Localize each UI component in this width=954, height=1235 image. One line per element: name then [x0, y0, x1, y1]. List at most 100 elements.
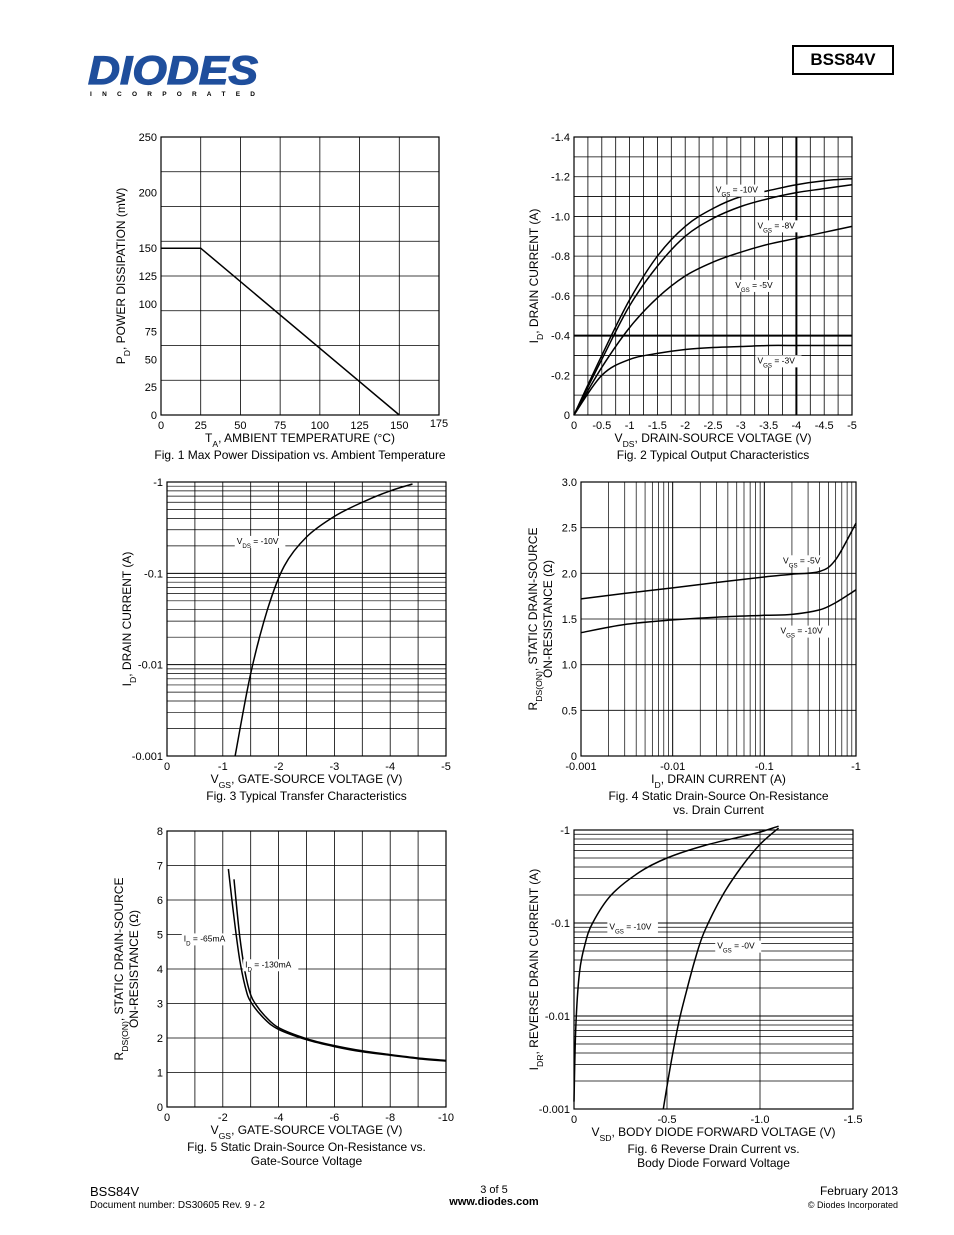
chart-fig6: 0 -0.5 -1.0 -1.5 -0.001 -0.01 -0.1 -1 VSD, BODY …: [527, 825, 862, 1170]
y-tick-label: -0.6: [551, 291, 570, 303]
series-line-fig2-3: [573, 344, 852, 416]
series-line-fig5-1: [233, 879, 447, 1062]
x-tick-label: -0.5: [592, 420, 611, 432]
y-tick-label: 0: [151, 410, 157, 422]
x-tick-label: -3.5: [759, 420, 778, 432]
x-tick-label: -1.0: [751, 1114, 770, 1126]
x-tick-label: -0.01: [660, 761, 685, 773]
x-tick-label: -2.5: [704, 420, 723, 432]
figure-caption: Fig. 6 Reverse Drain Current vs.: [627, 1142, 799, 1156]
x-tick-label: -4: [274, 1112, 284, 1124]
figure-caption: Fig. 4 Static Drain-Source On-Resistance: [608, 789, 828, 803]
plot-frame: [166, 481, 447, 757]
x-axis-title: VDS, DRAIN-SOURCE VOLTAGE (V): [615, 431, 812, 449]
series-label: VGS = -0V: [717, 941, 755, 955]
series-label: VGS = -5V: [735, 280, 773, 294]
series-label: VGS = -8V: [757, 220, 795, 234]
chart-fig4: -0.001 -0.01 -0.1 -1 0 0.5 1.0 1.5 2.0 2.5 3.0 ID, …: [526, 477, 861, 817]
grid-fig2: [574, 137, 852, 415]
y-tick-label: -0.001: [132, 751, 163, 763]
series-label-bg: [713, 184, 765, 197]
series-line-fig2-0: [573, 177, 853, 416]
grid-fig5: [167, 831, 446, 1107]
company-logo: DIODES I N C O R P O R A T E D: [87, 48, 268, 100]
y-tick-label: 0: [157, 1102, 163, 1114]
x-axis-title: VSD, BODY DIODE FORWARD VOLTAGE (V): [591, 1125, 835, 1143]
x-tick-label: -1: [218, 761, 228, 773]
part-number-box: BSS84V: [792, 45, 894, 75]
y-tick-label: -1.4: [551, 132, 570, 144]
x-tick-label: -4.5: [815, 420, 834, 432]
x-tick-label: -2: [218, 1112, 228, 1124]
footer-right: February 2013 © Diodes Incorporated: [808, 1184, 898, 1210]
x-tick-label: -0.1: [755, 761, 774, 773]
footer-copyright: © Diodes Incorporated: [807, 1200, 898, 1210]
x-tick-label: 125: [350, 420, 368, 432]
y-tick-label: 7: [157, 861, 163, 873]
figure-caption: Gate-Source Voltage: [251, 1154, 363, 1168]
y-tick-label: 0.5: [562, 705, 577, 717]
x-tick-label: 25: [195, 420, 207, 432]
logo-wordmark: DIODES: [88, 50, 258, 93]
y-axis-title: IDR, REVERSE DRAIN CURRENT (A): [527, 869, 545, 1071]
series-label-bg: [733, 279, 780, 292]
y-tick-label: 3.0: [562, 477, 577, 489]
series-label-bg: [755, 220, 802, 233]
y-axis-title-line2: ON-RESISTANCE (Ω): [541, 560, 555, 678]
series-label: VGS = -10V: [609, 922, 651, 936]
plot-frame: [580, 481, 857, 757]
y-axis-title: PD, POWER DISSIPATION (mW): [114, 188, 132, 364]
x-axis-title: VGS, GATE-SOURCE VOLTAGE (V): [211, 772, 403, 790]
x-tick-label: -1.5: [844, 1114, 863, 1126]
x-tick-label: 0: [164, 1112, 170, 1124]
series-line-fig2-2: [573, 225, 853, 416]
series-line-fig3-0: [234, 483, 413, 757]
y-tick-label: 1.0: [562, 660, 577, 672]
grid-fig6: [574, 830, 853, 1110]
x-axis-title: TA, AMBIENT TEMPERATURE (°C): [205, 431, 395, 449]
y-tick-label: 50: [145, 354, 157, 366]
y-tick-label: 2: [157, 1033, 163, 1045]
y-tick-label: 2.5: [562, 523, 577, 535]
y-tick-label: 1.5: [562, 614, 577, 626]
y-tick-label: -1: [153, 477, 163, 489]
y-tick-label: -0.1: [144, 568, 163, 580]
x-tick-label: -1: [625, 420, 635, 432]
x-tick-label: -1.5: [648, 420, 667, 432]
series-label-bg: [243, 959, 299, 972]
x-tick-label: -1: [851, 761, 861, 773]
x-tick-label: 150: [390, 420, 408, 432]
y-tick-label: -1: [560, 825, 570, 837]
x-tick-label: 0: [158, 420, 164, 432]
y-tick-label: -0.01: [138, 660, 163, 672]
x-tick-label: -2: [680, 420, 690, 432]
figure-caption: Fig. 3 Typical Transfer Characteristics: [206, 789, 407, 803]
x-tick-label: -3: [736, 420, 746, 432]
footer-page: 3 of 5: [480, 1184, 508, 1196]
footer-date: February 2013: [819, 1184, 898, 1198]
series-line-fig6-0: [573, 825, 779, 1102]
x-tick-label: -4: [385, 761, 395, 773]
y-tick-label: 0: [564, 410, 570, 422]
chart-fig1: 0 25 50 75 100 125 150 175 0 25 50 75 100 125 150 200 25…: [114, 132, 448, 462]
series-label: VGS = -5V: [783, 555, 821, 569]
series-label: ID = -65mA: [184, 933, 226, 947]
y-tick-label: 200: [139, 188, 157, 200]
series-line-fig2-1: [573, 183, 853, 416]
series-label-bg: [607, 921, 658, 934]
chart-fig2: 0 -0.5 -1 -1.5 -2 -2.5 -3 -3.5 -4 -4.5 -5 0 -0.2 -0.4…: [527, 132, 857, 462]
x-tick-label: 0: [164, 761, 170, 773]
y-tick-label: 125: [139, 271, 157, 283]
series-label-bg: [234, 535, 286, 548]
y-tick-label: 250: [139, 132, 157, 144]
y-tick-label: -0.001: [539, 1104, 570, 1116]
footer-url[interactable]: www.diodes.com: [449, 1196, 539, 1208]
series-label-bg: [755, 355, 802, 368]
series-label: VGS = -10V: [716, 185, 758, 199]
x-tick-label: -5: [847, 420, 857, 432]
plot-frame: [160, 136, 440, 416]
y-tick-label: -0.2: [551, 370, 570, 382]
x-tick-label: -4: [792, 420, 802, 432]
